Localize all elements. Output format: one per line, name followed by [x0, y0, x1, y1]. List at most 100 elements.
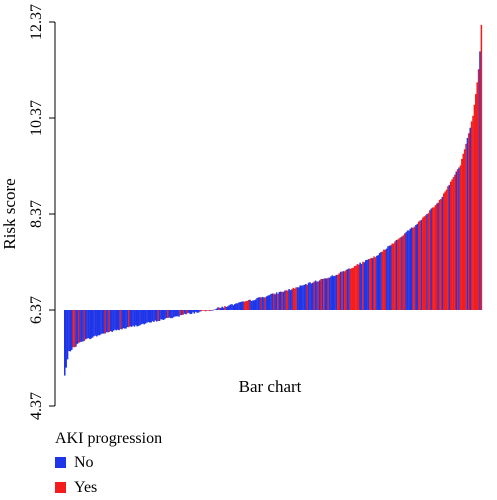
bar-no — [235, 303, 237, 310]
bar-no — [122, 310, 125, 329]
bar-no — [130, 310, 133, 327]
bar-no — [359, 262, 361, 310]
bar-no — [153, 310, 155, 322]
bar-yes — [459, 165, 462, 310]
bar-no — [181, 310, 183, 315]
bar-yes — [203, 310, 205, 311]
bar-no — [437, 202, 439, 310]
bar-no — [328, 277, 331, 310]
bar-no — [172, 310, 175, 318]
bar-no — [76, 310, 79, 344]
bar-no — [305, 283, 307, 310]
bar-yes — [381, 251, 384, 310]
bar-yes — [473, 104, 476, 310]
bar-no — [300, 285, 303, 310]
y-tick-label: 12.37 — [28, 4, 45, 40]
bar-no — [123, 310, 126, 329]
bar-no — [155, 310, 158, 322]
bar-no — [136, 310, 138, 327]
bar-no — [441, 196, 444, 310]
bar-yes — [480, 24, 483, 310]
bar-yes — [451, 179, 453, 310]
bar-yes — [468, 133, 470, 310]
bar-no — [385, 248, 388, 310]
bar-yes — [213, 309, 215, 311]
bar-no — [279, 291, 282, 310]
bar-yes — [320, 279, 322, 310]
bar-no — [409, 228, 412, 310]
bar-no — [89, 310, 91, 340]
bar-no — [215, 308, 218, 310]
legend-item-no: No — [55, 450, 162, 475]
y-axis: 4.37 6.37 8.37 10.37 12.37 — [28, 4, 56, 420]
bar-no — [66, 310, 69, 360]
bar-no — [310, 283, 313, 310]
bar-no — [334, 275, 336, 310]
bar-no — [314, 280, 317, 310]
bar-no — [415, 225, 417, 310]
bar-yes — [352, 267, 354, 310]
bar-yes — [337, 274, 339, 310]
bar-no — [168, 310, 171, 318]
bar-yes — [452, 177, 455, 310]
bar-yes — [447, 186, 449, 310]
bar-yes — [73, 310, 76, 348]
bar-no — [86, 310, 88, 339]
bar-no — [416, 223, 419, 310]
legend-title: AKI progression — [55, 430, 163, 447]
bar-no — [116, 310, 119, 330]
bar-no — [142, 310, 144, 324]
bar-no — [137, 310, 140, 326]
bar-yes — [449, 181, 452, 310]
bar-no — [469, 127, 471, 310]
bar-no — [448, 184, 451, 310]
bar-yes — [277, 293, 279, 310]
bar-no — [154, 310, 157, 321]
bar-no — [69, 310, 72, 352]
bar-no — [151, 310, 154, 322]
bar-yes — [218, 307, 221, 310]
bar-no — [346, 269, 349, 310]
bar-no — [68, 310, 70, 352]
bar-no — [289, 290, 292, 310]
bar-yes — [442, 193, 445, 310]
bar-no — [348, 268, 350, 310]
bar-no — [267, 295, 269, 310]
bar-no — [390, 245, 392, 310]
bar-no — [178, 310, 180, 317]
bar-yes — [313, 281, 315, 310]
bar-yes — [477, 69, 480, 310]
bar-yes — [438, 199, 441, 310]
bar-no — [298, 287, 300, 310]
bar-no — [220, 307, 222, 310]
bar-yes — [273, 293, 275, 310]
bar-no — [239, 302, 242, 310]
y-tick-label: 10.37 — [28, 100, 45, 136]
bar-no — [388, 245, 391, 310]
bar-yes — [207, 310, 210, 311]
bar-no — [210, 310, 212, 311]
bar-no — [371, 258, 374, 310]
bar-yes — [167, 310, 169, 319]
bar-no — [324, 278, 327, 310]
bar-yes — [461, 158, 463, 310]
bar-no — [64, 310, 66, 376]
bar-no — [312, 282, 314, 310]
bar-yes — [349, 268, 352, 310]
bar-no — [250, 300, 253, 310]
bar-yes — [345, 269, 347, 310]
bar-yes — [434, 205, 437, 310]
bar-no — [132, 310, 134, 326]
bar-yes — [391, 243, 393, 310]
bar-no — [199, 310, 201, 312]
bar-no — [430, 208, 432, 310]
bar-no — [288, 289, 290, 310]
bar-no — [331, 275, 334, 310]
x-axis-label: Bar chart — [239, 377, 302, 396]
bar-no — [148, 310, 151, 323]
bar-yes — [422, 217, 424, 310]
bar-yes — [200, 310, 203, 312]
bar-no — [299, 285, 302, 310]
bar-no — [263, 297, 265, 310]
